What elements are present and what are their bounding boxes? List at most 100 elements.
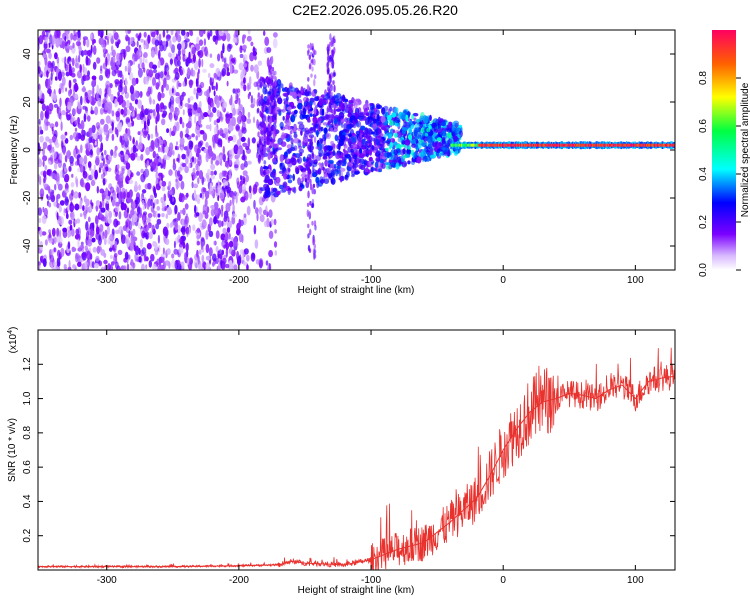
spectrogram-cell	[259, 76, 263, 82]
spectrogram-cell	[467, 143, 469, 147]
spectrogram-cell	[238, 104, 243, 111]
spectrogram-cell	[82, 86, 86, 93]
spectrogram-cell	[98, 87, 102, 97]
spectrogram-cell	[111, 261, 115, 266]
spectrogram-cell	[265, 76, 269, 83]
spectrogram-cell	[603, 143, 606, 147]
spectrogram-cell	[316, 129, 319, 138]
spectrogram-cell	[238, 97, 241, 106]
spectrogram-cell	[193, 175, 196, 180]
spectrogram-cell	[161, 118, 166, 126]
spectrogram-cell	[250, 41, 254, 47]
spectrogram-cell	[426, 135, 433, 143]
spectrogram-cell	[551, 143, 554, 147]
spectrogram-cell	[75, 255, 80, 260]
spectrogram-cell	[256, 153, 259, 159]
spectrogram-cell	[331, 102, 335, 109]
spectrogram-cell	[285, 157, 290, 164]
spectrogram-cell	[114, 127, 118, 135]
spectrogram-cell	[42, 258, 47, 268]
spectrogram-cell	[414, 134, 420, 140]
spectrogram-cell	[307, 49, 310, 54]
spectrogram-cell	[38, 60, 41, 67]
spectrogram-cell	[68, 45, 73, 50]
spectrogram-cell	[233, 241, 239, 247]
spectrogram-cell	[272, 70, 275, 75]
spectrogram-cell	[656, 143, 659, 147]
spectrogram-cell	[86, 250, 91, 260]
spectrogram-cell	[493, 143, 496, 147]
spectrogram-cell	[72, 264, 76, 269]
spectrogram-cell	[450, 143, 452, 147]
spectrogram-cell	[114, 261, 119, 270]
spectrogram-cell	[222, 43, 225, 54]
spectrogram-cell	[365, 118, 369, 126]
spectrogram-cell	[555, 143, 557, 147]
spectrogram-cell	[178, 247, 184, 254]
spectrogram-cell	[269, 136, 273, 142]
spectrogram-cell	[96, 147, 100, 156]
y-tick-label: -20	[22, 190, 33, 205]
spectrogram-cell	[162, 247, 165, 255]
spectrogram-cell	[256, 98, 259, 107]
spectrogram-cell	[57, 107, 62, 117]
spectrogram-cell	[261, 136, 264, 142]
colorbar: 0.00.20.40.60.8 Normalized spectral ampl…	[698, 30, 750, 277]
spectrogram-cell	[385, 165, 392, 170]
spectrogram-cell	[51, 172, 57, 180]
spectrogram-cell	[128, 72, 134, 81]
spectrogram-cell	[413, 117, 417, 121]
spectrogram-cell	[46, 105, 50, 113]
spectrogram-cell	[74, 93, 79, 100]
spectrogram-cell	[152, 99, 156, 105]
spectrogram-cell	[51, 150, 57, 160]
spectrogram-cell	[151, 224, 155, 233]
spectrogram-cell	[424, 144, 428, 153]
spectrogram-cell	[351, 136, 357, 143]
spectrogram-cell	[299, 113, 305, 120]
spectrogram-cell	[411, 143, 417, 148]
spectrogram-cell	[75, 228, 80, 235]
spectrogram-cell	[352, 144, 358, 149]
spectrogram-cell	[650, 143, 652, 147]
spectrogram-cell	[187, 67, 191, 77]
x-tick-label: 100	[627, 575, 644, 586]
spectrogram-cell	[60, 121, 63, 131]
spectrogram-cell	[484, 143, 486, 147]
spectrogram-cell	[268, 230, 274, 239]
spectrogram-cell	[54, 121, 59, 128]
spectrogram-cell	[164, 64, 170, 72]
spectrogram-cell	[166, 128, 170, 134]
spectrogram-cell	[98, 127, 104, 134]
spectrogram-cell	[74, 127, 78, 132]
spectrogram-cell	[133, 244, 136, 251]
spectrogram-cell	[154, 192, 157, 199]
spectrogram-cell	[233, 144, 239, 155]
spectrogram-cell	[665, 143, 667, 147]
spectrogram-cell	[83, 155, 88, 165]
spectrogram-cell	[254, 54, 257, 61]
spectrogram-cell	[141, 263, 145, 270]
spectrogram-cell	[109, 186, 115, 194]
spectrogram-cell	[169, 39, 172, 49]
spectrogram-cell	[259, 144, 263, 151]
spectrogram-cell	[332, 41, 335, 47]
spectrogram-cell	[275, 94, 282, 100]
spectrogram-cell	[647, 143, 649, 147]
spectrogram-cell	[330, 109, 333, 114]
spectrogram-cell	[352, 154, 358, 160]
spectrogram-cell	[171, 253, 175, 259]
spectrogram-cell	[174, 204, 178, 215]
spectrogram-cell	[223, 63, 229, 69]
spectrogram-cell	[637, 143, 640, 147]
spectrogram-cell	[628, 143, 630, 147]
spectrogram-cell	[339, 167, 346, 172]
spectrogram-cell	[308, 100, 314, 106]
spectrogram-cell	[574, 143, 576, 147]
spectrogram-cell	[241, 68, 246, 76]
spectrogram-cell	[228, 233, 231, 240]
spectrogram-cell	[246, 254, 250, 262]
spectrogram-cell	[62, 227, 67, 233]
spectrogram-cell	[312, 165, 315, 173]
